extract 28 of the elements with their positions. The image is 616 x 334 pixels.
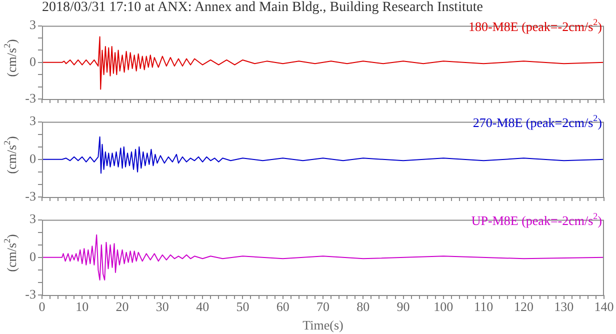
text: 180-M8E (peak=-2cm/s$^{2}$) (468, 17, 602, 34)
y-tick-label: 3 (30, 17, 36, 32)
x-tick-label: 30 (156, 299, 169, 314)
y-tick-label: -3 (25, 286, 36, 302)
y-tick-label: -3 (25, 188, 36, 204)
y-tick-label: 3 (30, 211, 36, 226)
y-tick-label: 0 (30, 54, 36, 69)
y-tick-label: -3 (25, 90, 36, 106)
x-tick-label: 10 (76, 299, 89, 314)
x-tick-label: 100 (434, 299, 454, 314)
x-tick-label: 110 (474, 299, 494, 314)
x-tick-label: 20 (116, 299, 129, 314)
x-tick-label: 70 (316, 299, 330, 314)
x-tick-label: 140 (594, 299, 614, 314)
y-tick-label: 0 (30, 150, 36, 166)
x-tick-label: 60 (276, 299, 290, 314)
y-tick-label: 0 (30, 248, 36, 264)
x-tick-label: 80 (356, 299, 370, 314)
chart-title: 2018/03/31 17:10 at ANX: Annex and Main Bldg., Building Research Institute (42, 0, 483, 16)
x-tick-label: 130 (554, 299, 574, 314)
x-tick-label: 50 (236, 299, 250, 314)
y-tick-label: 3 (30, 113, 36, 128)
text: 270-M8E (peak=2cm/s$^{2}$) (472, 113, 602, 130)
x-tick-label: 90 (396, 299, 410, 314)
text: UP-M8E (peak=-2cm/s$^{2}$) (471, 211, 602, 228)
x-tick-label: 120 (514, 299, 534, 314)
x-axis-title: Time(s) (302, 318, 344, 333)
x-tick-label: 40 (196, 299, 210, 314)
